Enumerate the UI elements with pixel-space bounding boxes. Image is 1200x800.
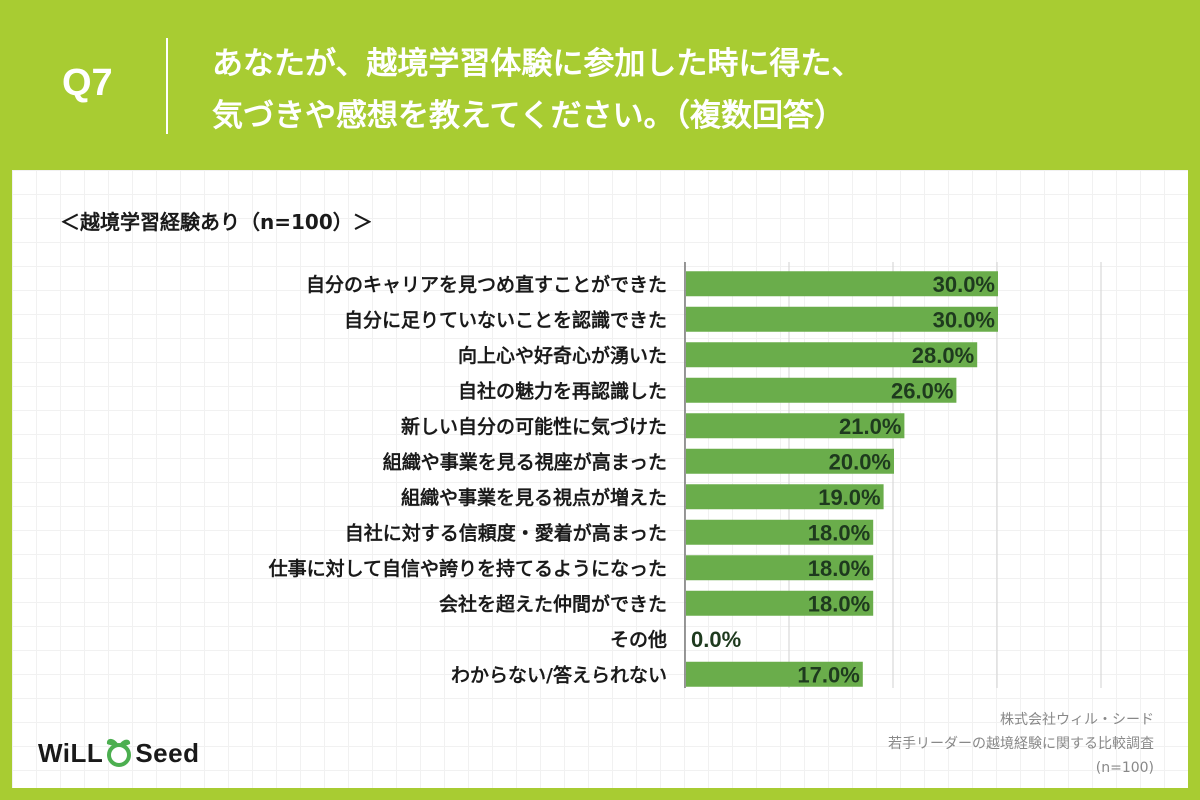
value-label: 0.0% bbox=[691, 627, 741, 652]
bar-chart: 自分のキャリアを見つめ直すことができた 30.0% 自分に足りていないことを認識でき… bbox=[268, 262, 1102, 688]
value-label: 28.0% bbox=[912, 343, 974, 368]
value-label: 30.0% bbox=[933, 307, 995, 332]
value-label: 26.0% bbox=[891, 378, 953, 403]
source-company: 株式会社ウィル・シード bbox=[1000, 712, 1154, 728]
question-number: Q7 bbox=[62, 62, 113, 104]
category-label: わからない/答えられない bbox=[451, 663, 667, 686]
category-label: 自社に対する信頼度・愛着が高まった bbox=[345, 521, 667, 544]
logo-text-right: Seed bbox=[135, 737, 200, 768]
bar bbox=[686, 519, 874, 545]
category-label: 仕事に対して自信や誇りを持てるようになった bbox=[268, 557, 667, 580]
willseed-logo: WiLL Seed bbox=[38, 734, 199, 774]
bar bbox=[686, 413, 905, 439]
header-divider bbox=[166, 38, 168, 134]
category-label: 自分に足りていないことを認識できた bbox=[344, 308, 667, 331]
source-note: 株式会社ウィル・シード 若手リーダーの越境経験に関する比較調査 (n=100) bbox=[888, 708, 1154, 780]
value-label: 21.0% bbox=[839, 414, 901, 439]
value-label: 30.0% bbox=[933, 272, 995, 297]
source-survey: 若手リーダーの越境経験に関する比較調査 bbox=[888, 736, 1154, 752]
chart-subtitle: ＜越境学習経験あり（n=100）＞ bbox=[60, 210, 373, 234]
bar bbox=[686, 555, 874, 581]
chart-panel: ＜越境学習経験あり（n=100）＞ 自分のキャリアを見つめ直すことができた 30.… bbox=[12, 170, 1188, 788]
bar bbox=[686, 342, 978, 368]
source-n: (n=100) bbox=[1095, 760, 1154, 776]
category-label: 会社を超えた仲間ができた bbox=[439, 592, 667, 615]
value-label: 19.0% bbox=[818, 485, 880, 510]
question-text: あなたが、越境学習体験に参加した時に得た、 気づきや感想を教えてください。（複数… bbox=[212, 38, 1172, 142]
question-line-1: あなたが、越境学習体験に参加した時に得た、 bbox=[212, 46, 863, 82]
bar bbox=[686, 484, 884, 510]
question-line-2: 気づきや感想を教えてください。（複数回答） bbox=[212, 98, 846, 134]
value-label: 20.0% bbox=[829, 449, 891, 474]
category-label: 向上心や好奇心が湧いた bbox=[458, 344, 667, 367]
category-label: 自社の魅力を再認識した bbox=[458, 379, 667, 402]
category-label: その他 bbox=[610, 628, 667, 651]
value-label: 17.0% bbox=[797, 662, 859, 687]
sprout-icon bbox=[104, 734, 134, 772]
value-label: 18.0% bbox=[808, 556, 870, 581]
value-label: 18.0% bbox=[808, 591, 870, 616]
value-label: 18.0% bbox=[808, 520, 870, 545]
bar bbox=[686, 271, 998, 297]
category-label: 組織や事業を見る視点が増えた bbox=[401, 486, 667, 509]
category-label: 自分のキャリアを見つめ直すことができた bbox=[306, 273, 667, 296]
bar bbox=[686, 448, 894, 474]
bar bbox=[686, 377, 957, 403]
category-label: 組織や事業を見る視座が高まった bbox=[383, 450, 667, 473]
bar bbox=[686, 306, 998, 332]
header: Q7 あなたが、越境学習体験に参加した時に得た、 気づきや感想を教えてください。… bbox=[0, 0, 1200, 170]
bar bbox=[686, 661, 863, 687]
bar bbox=[686, 590, 874, 616]
logo-text-left: WiLL bbox=[38, 737, 104, 768]
category-label: 新しい自分の可能性に気づけた bbox=[401, 415, 667, 438]
